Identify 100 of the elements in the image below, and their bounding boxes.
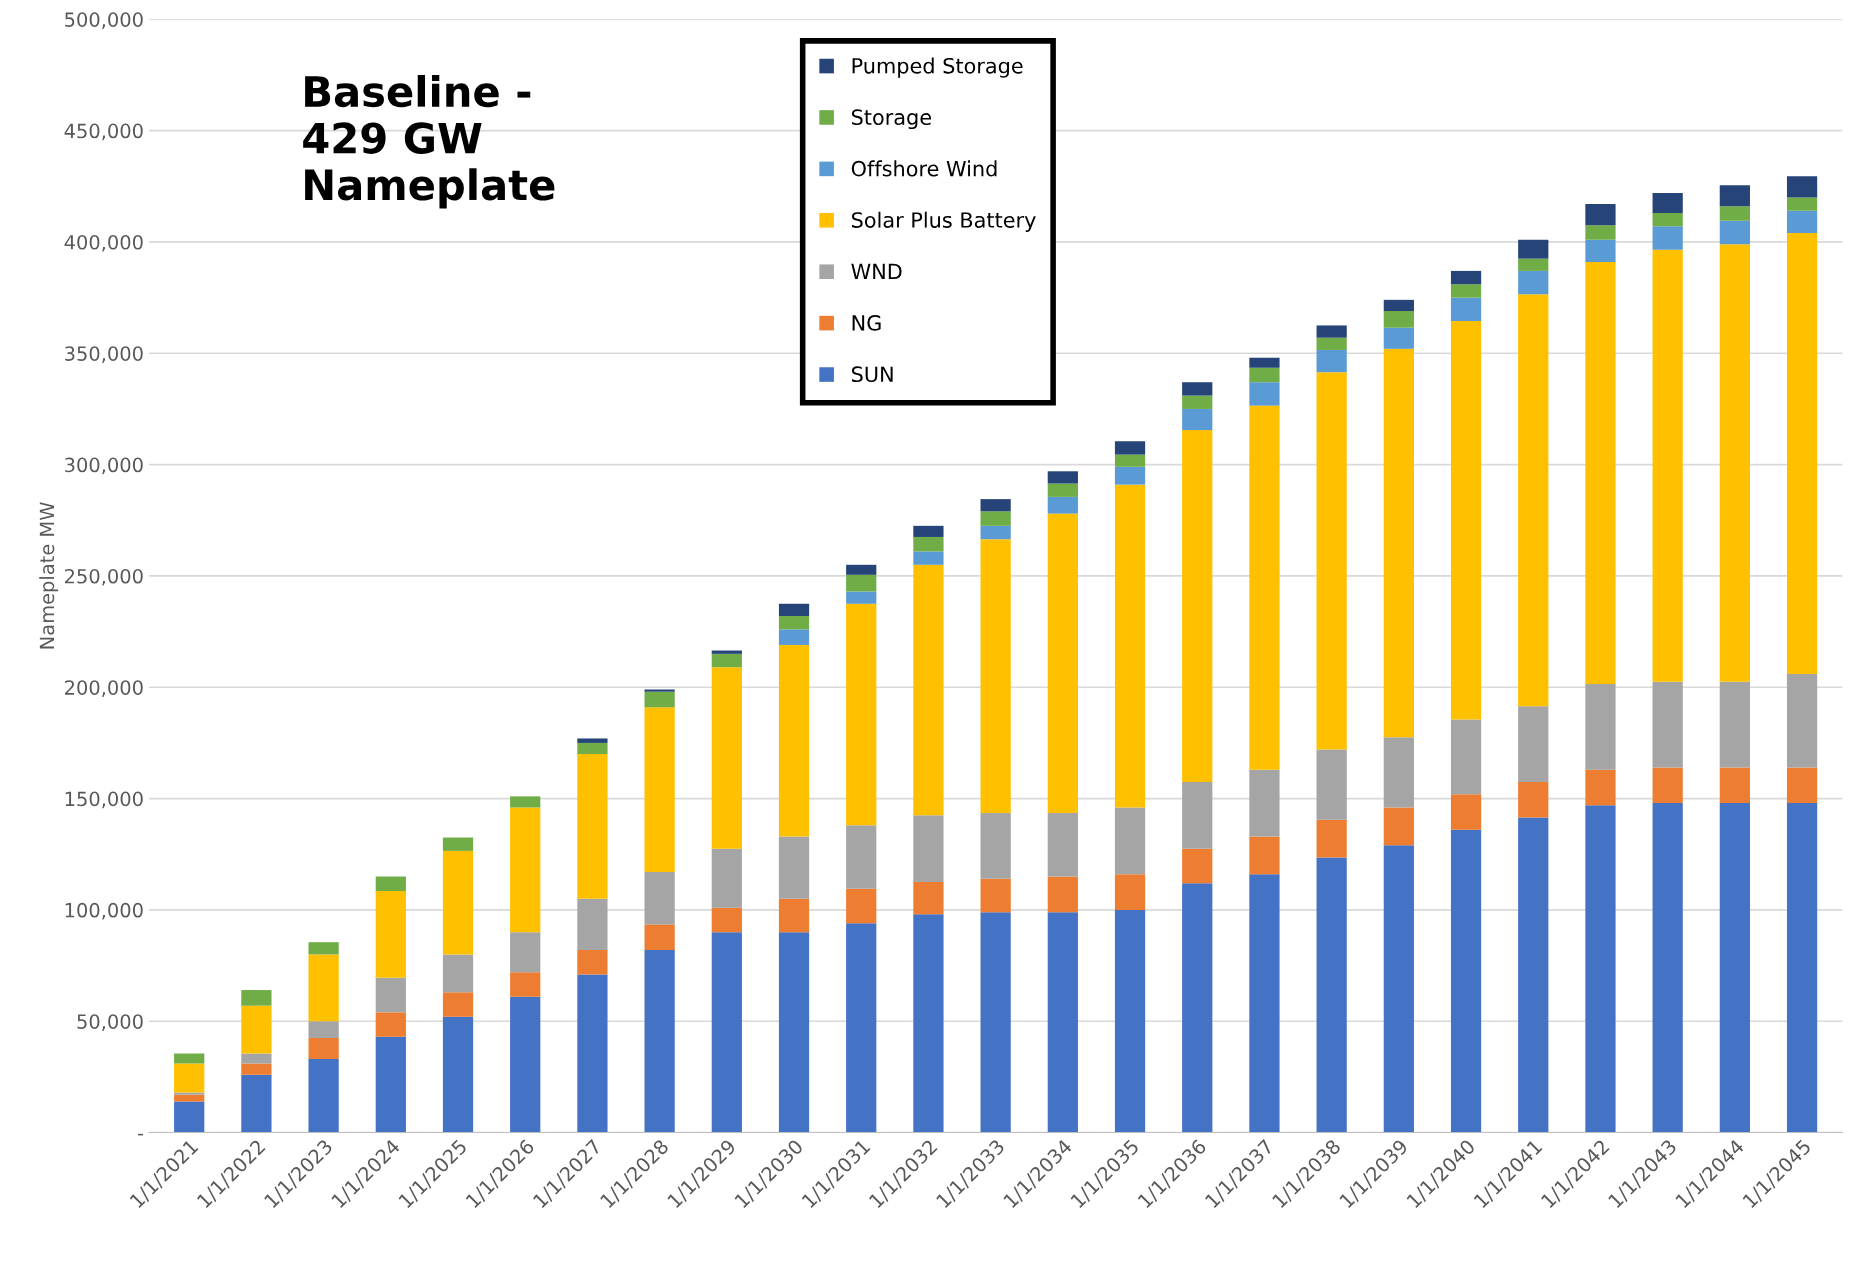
bar	[778, 898, 810, 933]
bar	[1249, 382, 1280, 406]
bar	[174, 1092, 205, 1095]
bar	[1786, 197, 1818, 211]
bar	[913, 564, 944, 816]
bar	[1450, 284, 1482, 298]
annotation: Baseline - 429 GW Nameplate	[303, 74, 555, 209]
bar	[778, 836, 810, 899]
y-tick-label: 250,000	[65, 568, 143, 586]
bar	[1047, 496, 1078, 514]
bar	[577, 974, 608, 1133]
bar	[442, 992, 474, 1017]
bar	[1383, 737, 1414, 808]
y-tick-label: 50,000	[77, 1014, 143, 1031]
bar	[375, 1012, 406, 1037]
bar	[846, 564, 877, 575]
bar	[1047, 513, 1078, 814]
bar	[644, 872, 675, 925]
bar	[846, 923, 877, 1133]
bar	[1249, 405, 1280, 770]
bar	[510, 972, 541, 997]
bar	[913, 815, 944, 883]
bar	[442, 850, 474, 955]
bar	[1316, 819, 1347, 858]
y-axis-title: Nameplate MW	[39, 502, 59, 649]
bar	[644, 949, 675, 1133]
bar	[1719, 185, 1750, 207]
bar	[1316, 325, 1347, 338]
bar	[1652, 213, 1683, 227]
bar	[1719, 220, 1750, 245]
bar	[980, 539, 1011, 814]
bar	[1249, 874, 1280, 1133]
bar	[913, 536, 944, 552]
bar	[980, 525, 1011, 540]
bar	[1585, 683, 1616, 770]
bar	[1383, 310, 1414, 328]
legend-label: Storage	[851, 109, 931, 130]
bar	[241, 990, 272, 1006]
bar	[1316, 337, 1347, 350]
bar	[644, 707, 675, 873]
bar	[442, 1016, 474, 1133]
y-tick-label: 450,000	[64, 123, 143, 141]
bar	[1719, 681, 1750, 768]
bar	[1652, 226, 1683, 250]
bar	[1114, 441, 1146, 455]
bar	[1719, 767, 1750, 804]
y-tick-label: 200,000	[65, 680, 143, 697]
bar	[711, 667, 742, 849]
legend-label: Pumped Storage	[852, 57, 1023, 78]
bar	[1518, 817, 1549, 1133]
bar	[1383, 845, 1414, 1133]
bar	[308, 942, 339, 955]
y-tick-label: 350,000	[65, 346, 143, 363]
bar	[1786, 767, 1818, 804]
legend-label: NG	[852, 314, 881, 331]
bar	[1786, 803, 1818, 1133]
bar	[577, 949, 608, 975]
bar	[1518, 258, 1549, 271]
bar	[375, 1036, 406, 1133]
bar	[241, 1074, 272, 1133]
bar	[308, 954, 339, 1022]
bar	[1182, 430, 1213, 782]
bar	[1047, 876, 1078, 913]
bar	[375, 977, 406, 1013]
bar	[711, 932, 742, 1133]
bar	[778, 644, 810, 837]
bar	[1585, 261, 1616, 684]
bar	[510, 807, 541, 933]
bar	[846, 603, 877, 826]
bar	[1047, 471, 1078, 484]
legend-label: Offshore Wind	[851, 160, 997, 177]
bar	[1786, 210, 1818, 234]
y-tick-label: -	[137, 1133, 144, 1136]
y-tick-label: 400,000	[64, 234, 143, 252]
bar	[1316, 857, 1347, 1133]
bar	[1518, 706, 1549, 782]
legend-label: SUN	[851, 366, 893, 383]
bar	[778, 629, 810, 645]
bar	[1316, 372, 1347, 750]
bar	[577, 754, 608, 899]
legend-label: WND	[851, 263, 902, 279]
bar	[1450, 270, 1482, 285]
y-tick-label: 150,000	[65, 791, 143, 809]
bar	[1719, 803, 1750, 1133]
bar	[711, 848, 742, 908]
bar	[711, 907, 742, 933]
bar	[442, 837, 474, 851]
bar	[1249, 769, 1280, 837]
bar	[1249, 367, 1280, 383]
y-tick-label: 500,000	[65, 12, 143, 29]
bar	[1182, 408, 1213, 431]
bar	[980, 878, 1011, 913]
bar	[174, 1063, 205, 1093]
bar	[644, 691, 675, 708]
bar	[1047, 912, 1078, 1133]
bar	[1585, 239, 1616, 262]
bar	[1182, 883, 1213, 1133]
bar	[980, 499, 1011, 512]
bar	[846, 591, 877, 604]
bar	[1249, 836, 1280, 875]
